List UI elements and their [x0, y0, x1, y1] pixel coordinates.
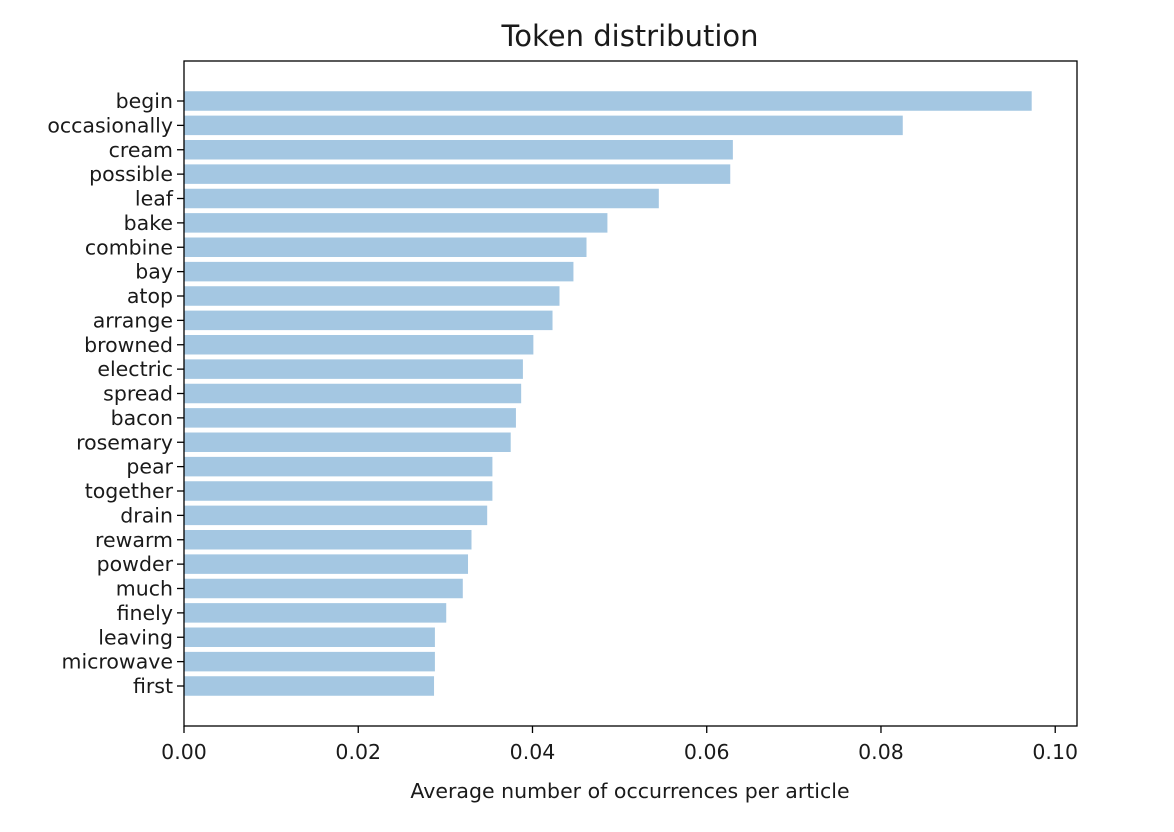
bar-finely	[184, 603, 447, 623]
y-tick-label-begin: begin	[116, 89, 173, 113]
y-tick-label-much: much	[116, 577, 173, 601]
y-tick-label-powder: powder	[97, 552, 174, 576]
x-tick-label: 0.02	[335, 740, 381, 764]
x-tick-label: 0.06	[684, 740, 730, 764]
bar-much	[184, 578, 463, 599]
x-axis-label: Average number of occurrences per articl…	[410, 779, 849, 803]
bar-leaf	[184, 188, 659, 209]
bar-together	[184, 481, 493, 501]
y-tick-label-spread: spread	[103, 382, 173, 406]
bar-browned	[184, 335, 534, 355]
y-tick-label-bacon: bacon	[111, 406, 173, 430]
y-tick-label-bake: bake	[124, 211, 173, 235]
bar-arrange	[184, 310, 553, 331]
x-tick-label: 0.08	[858, 740, 904, 764]
y-tick-label-together: together	[85, 479, 174, 503]
y-tick-label-pear: pear	[126, 455, 173, 479]
y-tick-label-occasionally: occasionally	[47, 113, 173, 137]
chart-title: Token distribution	[501, 19, 759, 53]
bar-microwave	[184, 651, 435, 672]
x-tick-label: 0.10	[1032, 740, 1078, 764]
bar-cream	[184, 140, 733, 160]
bar-leaving	[184, 627, 435, 647]
bar-combine	[184, 237, 587, 257]
y-tick-label-drain: drain	[120, 503, 173, 527]
y-tick-label-arrange: arrange	[93, 308, 173, 332]
bar-begin	[184, 91, 1032, 111]
bar-rosemary	[184, 432, 511, 452]
y-tick-label-combine: combine	[85, 235, 173, 259]
bar-first	[184, 676, 435, 696]
y-tick-label-rewarm: rewarm	[95, 528, 173, 552]
bar-atop	[184, 286, 560, 306]
bar-drain	[184, 505, 488, 526]
axes-layer: beginoccasionallycreampossibleleafbakeco…	[47, 60, 1078, 764]
y-tick-label-possible: possible	[89, 162, 173, 186]
y-tick-label-leaving: leaving	[98, 625, 173, 649]
y-tick-label-leaf: leaf	[135, 187, 174, 211]
x-tick-label: 0.00	[161, 740, 207, 764]
y-tick-label-electric: electric	[97, 357, 173, 381]
bar-bacon	[184, 408, 516, 428]
y-tick-label-microwave: microwave	[61, 650, 173, 674]
bar-rewarm	[184, 530, 472, 550]
bar-powder	[184, 554, 469, 574]
y-tick-label-bay: bay	[135, 260, 173, 284]
bar-occasionally	[184, 115, 903, 136]
bar-bay	[184, 261, 574, 282]
bars-layer	[184, 91, 1032, 696]
y-tick-label-browned: browned	[84, 333, 173, 357]
y-tick-label-cream: cream	[109, 138, 173, 162]
bar-pear	[184, 456, 493, 477]
y-tick-label-rosemary: rosemary	[76, 430, 173, 454]
y-tick-label-first: first	[133, 674, 173, 698]
bar-electric	[184, 359, 523, 379]
bar-spread	[184, 383, 522, 404]
bar-bake	[184, 213, 608, 233]
plot-frame	[183, 60, 1078, 727]
y-tick-label-finely: finely	[117, 601, 173, 625]
bar-possible	[184, 164, 731, 184]
x-tick-label: 0.04	[510, 740, 556, 764]
y-tick-label-atop: atop	[127, 284, 173, 308]
